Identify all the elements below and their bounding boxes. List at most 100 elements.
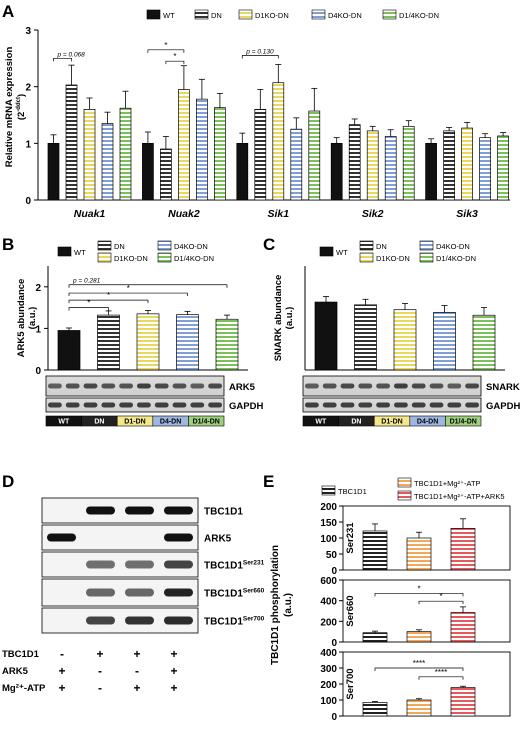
blot-d-label-text: TBC1D1 bbox=[204, 589, 243, 600]
legend-label: D1/4KO-DN bbox=[174, 254, 214, 263]
significance-bracket bbox=[53, 57, 72, 62]
blot-d-label-text: TBC1D1 bbox=[204, 561, 243, 572]
panelB-target-band bbox=[190, 383, 205, 389]
phospho-ser660-bar bbox=[406, 631, 432, 643]
expr-sik2-bar bbox=[330, 142, 343, 201]
blot-d-band bbox=[86, 616, 115, 625]
panelC-abundance-bar bbox=[354, 304, 377, 371]
significance-label: * bbox=[439, 592, 442, 601]
expr-sik3-bar bbox=[443, 130, 455, 201]
treatment-sign: - bbox=[135, 664, 139, 678]
legend-swatch bbox=[419, 240, 434, 251]
blot-label: GAPDH bbox=[486, 401, 520, 412]
treatment-sign: + bbox=[170, 681, 177, 695]
significance-label: p = 0.281 bbox=[72, 278, 101, 285]
panelC-target-band bbox=[429, 383, 444, 389]
panel-letter-d: D bbox=[2, 472, 14, 491]
y-axis-unit: (a.u.) bbox=[284, 307, 295, 330]
legend-label: TBC1D1+Mg²⁺-ATP bbox=[414, 479, 481, 488]
panelB-abundance-bar bbox=[97, 314, 120, 371]
site-label: Ser231 bbox=[345, 522, 356, 554]
panelB-gapdh-band bbox=[137, 402, 151, 408]
treatment-sign: - bbox=[60, 647, 64, 661]
legend-swatch bbox=[97, 240, 112, 251]
group-label: D1-DN bbox=[124, 419, 145, 426]
legend-label: D1KO-DN bbox=[114, 254, 148, 263]
panelB-abundance-bar bbox=[57, 330, 81, 371]
group-label: D4-DN bbox=[160, 419, 181, 426]
y-axis-unit: (2-ddct) bbox=[16, 94, 27, 120]
legend-swatch bbox=[397, 490, 412, 501]
significance-bracket bbox=[418, 676, 464, 680]
significance-bracket bbox=[418, 600, 464, 605]
expr-sik1-bar bbox=[236, 142, 249, 201]
y-tick-label: 3 bbox=[25, 26, 31, 37]
legend-swatch bbox=[359, 252, 374, 263]
group-label: D1/4-DN bbox=[193, 419, 220, 426]
blot-d-label-text: TBC1D1 bbox=[204, 617, 243, 628]
blot-d-label: TBC1D1Ser231 bbox=[204, 560, 265, 572]
y-axis-label: TBC1D1 phosphorylation bbox=[270, 545, 281, 665]
panelC-abundance-bar bbox=[314, 301, 338, 371]
blot-d-label: TBC1D1Ser660 bbox=[204, 588, 265, 600]
y-tick-label: 2 bbox=[25, 83, 31, 94]
blot-d-band bbox=[47, 533, 76, 542]
site-label: Ser660 bbox=[345, 595, 356, 626]
expr-sik2-bar bbox=[384, 136, 397, 201]
blot-d-label-text: ARK5 bbox=[204, 534, 232, 545]
phospho-ser231-bar bbox=[362, 530, 388, 571]
phospho-ser660-bar bbox=[450, 612, 476, 643]
y-tick-label: 100 bbox=[320, 696, 337, 707]
blot-label: SNARK bbox=[486, 382, 520, 393]
y-axis-label: ARK5 abundance bbox=[16, 279, 27, 358]
legend-swatch bbox=[57, 246, 72, 257]
blot-d-label-sup: Ser700 bbox=[243, 616, 265, 623]
legend-swatch bbox=[157, 252, 172, 263]
panelB-gapdh-band bbox=[208, 402, 222, 408]
y-axis-unit: (a.u.) bbox=[27, 307, 38, 330]
panelC-target-band bbox=[465, 383, 479, 389]
y-tick-label: 1 bbox=[25, 139, 31, 150]
x-category-label: Sik2 bbox=[362, 208, 384, 220]
panelC-target-band bbox=[305, 383, 319, 389]
phospho-ser660-bar bbox=[362, 632, 388, 643]
expr-sik1-bar bbox=[290, 128, 303, 201]
significance-label: * bbox=[164, 41, 167, 50]
significance-bracket bbox=[68, 307, 109, 311]
group-label-box bbox=[188, 415, 225, 427]
significance-label: * bbox=[87, 299, 90, 308]
blot-d-label: ARK5 bbox=[204, 534, 232, 545]
expr-nuak1-bar bbox=[119, 107, 132, 201]
blot-d-band bbox=[125, 616, 154, 625]
significance-label: * bbox=[127, 284, 130, 293]
blot-d-band bbox=[86, 588, 115, 597]
group-label: DN bbox=[94, 419, 104, 426]
panelC-gapdh-band bbox=[465, 402, 479, 408]
y-tick-label: 400 bbox=[320, 648, 337, 659]
panelC-target-band bbox=[322, 383, 337, 389]
blot-d-label-sup: Ser231 bbox=[243, 560, 265, 567]
panelC-abundance-bar bbox=[433, 312, 456, 371]
phospho-ser231-bar bbox=[450, 528, 476, 571]
legend-label: DN bbox=[376, 242, 387, 251]
significance-label: **** bbox=[435, 668, 447, 677]
legend-swatch bbox=[157, 240, 172, 251]
group-label: WT bbox=[58, 419, 70, 426]
panelC-target-blot bbox=[302, 375, 482, 397]
panelC-gapdh-band bbox=[447, 402, 462, 408]
significance-bracket bbox=[68, 292, 188, 297]
panelB-target-band bbox=[119, 383, 133, 389]
phospho-ser700-bar bbox=[362, 702, 388, 717]
phospho-ser700-bar bbox=[450, 687, 476, 717]
y-tick-label: 0 bbox=[331, 638, 337, 649]
y-tick-label: 0 bbox=[331, 712, 337, 723]
expr-sik2-bar bbox=[366, 130, 379, 201]
y-tick-label: 200 bbox=[320, 502, 337, 513]
legend-label: D4KO-DN bbox=[436, 242, 470, 251]
legend-swatch bbox=[194, 9, 209, 20]
expr-nuak1-bar bbox=[101, 123, 114, 201]
panelC-gapdh-band bbox=[394, 402, 408, 408]
treatment-sign: + bbox=[96, 647, 103, 661]
treatment-sign: + bbox=[133, 681, 140, 695]
treatment-sign: + bbox=[58, 664, 65, 678]
